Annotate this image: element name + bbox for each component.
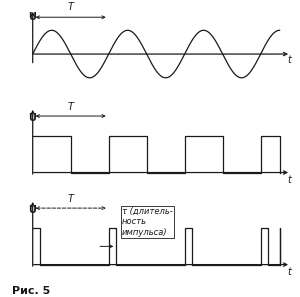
Text: U: U (28, 205, 36, 215)
Text: U: U (28, 113, 36, 123)
Text: t: t (287, 267, 291, 277)
Text: T: T (68, 2, 74, 12)
Text: U: U (28, 12, 36, 22)
Text: Рис. 5: Рис. 5 (12, 285, 50, 296)
Text: t: t (287, 55, 291, 65)
Text: T: T (68, 194, 74, 204)
Text: T: T (68, 102, 74, 112)
Text: τ (длитель-
ность
импульса): τ (длитель- ность импульса) (122, 207, 173, 237)
Text: t: t (287, 175, 291, 185)
